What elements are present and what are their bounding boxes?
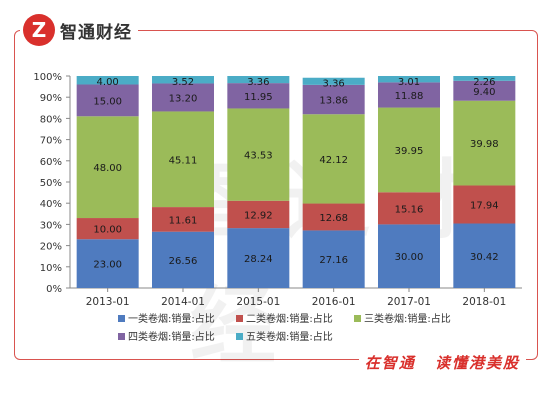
x-tick-label: 2014-01 bbox=[161, 296, 205, 308]
bar-segment bbox=[76, 84, 139, 117]
x-tick-label: 2015-01 bbox=[236, 296, 280, 308]
bar-segment bbox=[378, 107, 440, 193]
bar-segment bbox=[378, 82, 440, 108]
data-label: 42.12 bbox=[319, 155, 348, 166]
legend-swatch bbox=[118, 315, 125, 322]
legend-swatch bbox=[118, 333, 125, 340]
y-tick-label: 30% bbox=[40, 220, 62, 231]
x-tick-label: 2017-01 bbox=[387, 296, 431, 308]
x-tick-label: 2018-01 bbox=[462, 296, 506, 308]
bar-segment bbox=[152, 207, 214, 232]
bar-segment bbox=[152, 83, 214, 112]
data-label: 11.88 bbox=[395, 91, 424, 102]
bar-segment bbox=[152, 231, 214, 288]
legend-entry: 四类卷烟:销量:占比 bbox=[128, 330, 215, 343]
bar-segment bbox=[227, 76, 290, 84]
data-label: 39.98 bbox=[470, 139, 499, 150]
slogan-left: 在智通 bbox=[364, 354, 416, 372]
legend-entry: 二类卷烟:销量:占比 bbox=[246, 312, 333, 325]
data-label: 48.00 bbox=[93, 163, 122, 174]
brand-header: Z 智通财经 bbox=[20, 10, 138, 50]
legend-entry: 五类卷烟:销量:占比 bbox=[246, 330, 333, 343]
bar-segment bbox=[302, 230, 365, 288]
bar-segment bbox=[453, 100, 516, 186]
y-tick-label: 90% bbox=[40, 93, 62, 104]
bar-segment bbox=[378, 224, 440, 288]
bar-segment bbox=[453, 185, 516, 224]
bar-segment bbox=[227, 83, 290, 109]
data-label: 13.86 bbox=[319, 96, 348, 107]
bar-segment bbox=[302, 84, 365, 115]
bar-segment bbox=[76, 76, 139, 85]
bar-segment bbox=[76, 116, 139, 219]
bar-segment bbox=[76, 218, 139, 240]
data-label: 12.68 bbox=[319, 213, 348, 224]
y-tick-label: 20% bbox=[40, 242, 62, 253]
data-label: 10.00 bbox=[93, 225, 122, 236]
chart-frame bbox=[14, 30, 538, 360]
data-label: 30.00 bbox=[395, 252, 424, 263]
bar-segment bbox=[453, 80, 516, 101]
data-label: 9.40 bbox=[473, 87, 495, 98]
y-tick-label: 70% bbox=[40, 136, 62, 147]
data-label: 15.16 bbox=[395, 204, 424, 215]
y-tick-label: 10% bbox=[40, 263, 62, 274]
bar-segment bbox=[378, 192, 440, 225]
legend-swatch bbox=[354, 315, 361, 322]
data-label: 26.56 bbox=[169, 256, 198, 267]
legend-swatch bbox=[236, 315, 243, 322]
data-label: 3.36 bbox=[323, 79, 345, 90]
bar-segment bbox=[76, 239, 139, 288]
data-label: 43.53 bbox=[244, 151, 273, 162]
bar-segment bbox=[152, 111, 214, 208]
data-label: 12.92 bbox=[244, 210, 273, 221]
y-tick-label: 40% bbox=[40, 199, 62, 210]
data-label: 13.20 bbox=[169, 93, 198, 104]
bar-segment bbox=[227, 108, 290, 201]
bar-segment bbox=[227, 200, 290, 229]
bar-segment bbox=[453, 76, 516, 81]
data-label: 11.95 bbox=[244, 92, 273, 103]
data-label: 15.00 bbox=[93, 96, 122, 107]
slogan: 在智通 读懂港美股 bbox=[358, 352, 526, 373]
bar-segment bbox=[227, 228, 290, 288]
bar-segment bbox=[152, 76, 214, 84]
brand-name: 智通财经 bbox=[60, 22, 132, 43]
data-label: 3.52 bbox=[172, 77, 194, 88]
brand-logo-icon: Z bbox=[23, 14, 55, 46]
x-tick-label: 2013-01 bbox=[86, 296, 130, 308]
bar-segment bbox=[453, 223, 516, 288]
legend-entry: 一类卷烟:销量:占比 bbox=[128, 312, 215, 325]
data-label: 4.00 bbox=[97, 77, 119, 88]
data-label: 23.00 bbox=[93, 260, 122, 271]
y-tick-label: 60% bbox=[40, 157, 62, 168]
slogan-right: 读懂港美股 bbox=[434, 354, 520, 372]
y-tick-label: 80% bbox=[40, 114, 62, 125]
bar-segment bbox=[302, 77, 365, 85]
data-label: 45.11 bbox=[169, 155, 198, 166]
legend-entry: 三类卷烟:销量:占比 bbox=[364, 312, 451, 325]
data-label: 3.36 bbox=[247, 77, 269, 88]
data-label: 2.26 bbox=[473, 77, 495, 88]
data-label: 11.61 bbox=[169, 215, 198, 226]
data-label: 17.94 bbox=[470, 200, 499, 211]
bar-segment bbox=[378, 76, 440, 83]
data-label: 27.16 bbox=[319, 255, 348, 266]
y-tick-label: 0% bbox=[46, 284, 62, 295]
brand-logo-letter: Z bbox=[32, 18, 47, 42]
bar-segment bbox=[302, 203, 365, 231]
legend-swatch bbox=[236, 333, 243, 340]
data-label: 30.42 bbox=[470, 252, 499, 263]
data-label: 3.01 bbox=[398, 77, 420, 88]
y-tick-label: 50% bbox=[40, 178, 62, 189]
x-tick-label: 2016-01 bbox=[312, 296, 356, 308]
data-label: 28.24 bbox=[244, 254, 273, 265]
bar-segment bbox=[302, 114, 365, 204]
y-tick-label: 100% bbox=[33, 72, 62, 83]
data-label: 39.95 bbox=[395, 146, 424, 157]
